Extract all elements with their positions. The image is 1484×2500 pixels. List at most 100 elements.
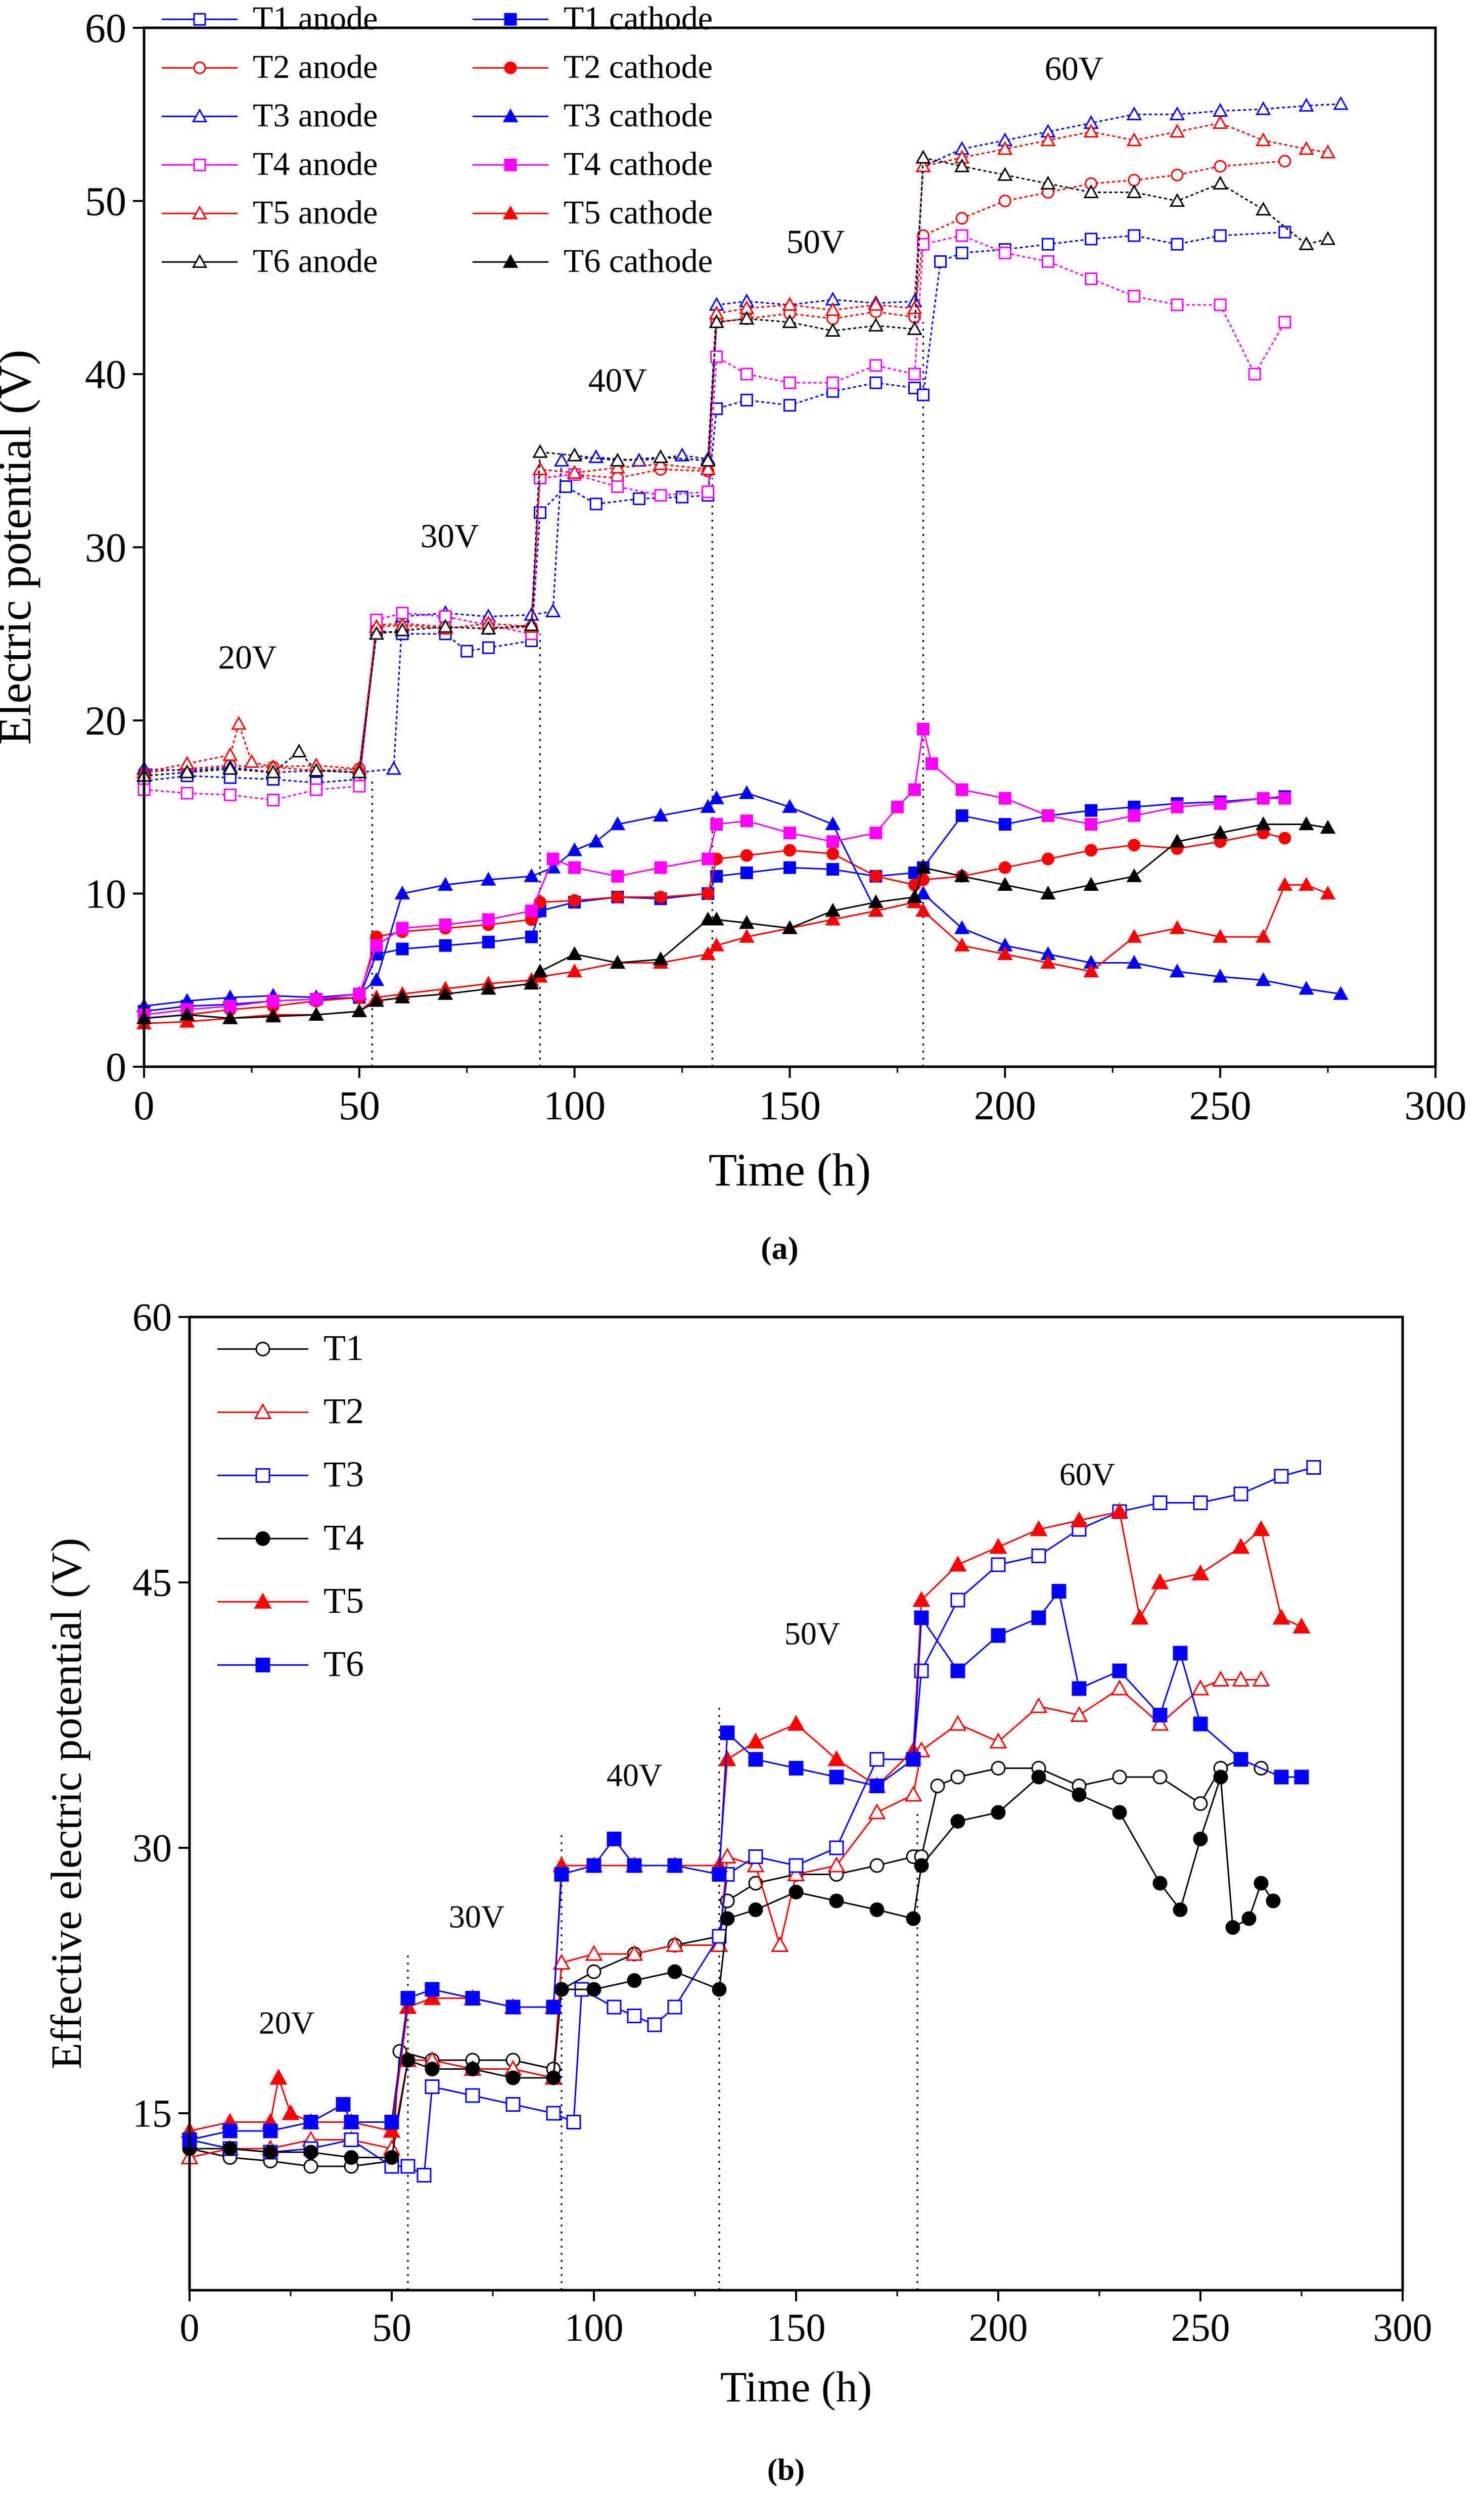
data-point bbox=[955, 229, 968, 242]
data-point bbox=[1266, 1893, 1281, 1908]
voltage-annotation: 30V bbox=[449, 1899, 504, 1935]
series-line-t4 bbox=[190, 1776, 1274, 2158]
data-point bbox=[1110, 1502, 1129, 1519]
data-point bbox=[771, 1936, 789, 1952]
panel-a: 0 50 100 150 200 250 300 0 10 20 30 40 50 60 Time (h) E… bbox=[0, 0, 1467, 1266]
data-point bbox=[906, 1752, 921, 1767]
data-point bbox=[1085, 844, 1098, 857]
data-point bbox=[1030, 1697, 1048, 1713]
data-point bbox=[782, 297, 798, 311]
data-point bbox=[955, 809, 968, 822]
data-point bbox=[914, 1610, 929, 1625]
y-tick-label: 10 bbox=[85, 871, 126, 917]
data-point bbox=[1333, 986, 1349, 1000]
data-point bbox=[1294, 1769, 1309, 1785]
legend-label: T5 bbox=[323, 1580, 364, 1621]
data-point bbox=[891, 800, 904, 813]
data-point bbox=[1128, 809, 1141, 822]
data-point bbox=[954, 920, 970, 934]
data-point bbox=[465, 2088, 480, 2103]
data-point bbox=[610, 460, 626, 474]
data-point bbox=[925, 757, 939, 770]
data-point bbox=[1031, 1610, 1046, 1625]
data-point bbox=[303, 2115, 318, 2129]
data-point bbox=[654, 489, 667, 502]
data-point bbox=[709, 790, 724, 804]
data-point bbox=[344, 2132, 359, 2147]
data-point bbox=[344, 2115, 359, 2129]
data-point bbox=[308, 1007, 324, 1021]
data-point bbox=[368, 993, 385, 1007]
data-point bbox=[532, 963, 548, 978]
data-point bbox=[783, 399, 796, 412]
legend-label: T1 bbox=[323, 1328, 364, 1368]
data-point bbox=[783, 827, 796, 840]
data-point bbox=[917, 722, 930, 736]
data-point bbox=[505, 2097, 521, 2112]
data-point bbox=[1171, 800, 1184, 813]
data-point bbox=[917, 238, 930, 251]
data-point bbox=[868, 903, 884, 917]
data-point bbox=[653, 456, 669, 470]
data-point bbox=[586, 1982, 601, 1997]
data-point bbox=[718, 1847, 736, 1863]
x-tick-label: 150 bbox=[759, 1082, 821, 1128]
data-point bbox=[223, 788, 237, 801]
data-point bbox=[998, 195, 1011, 207]
data-point bbox=[1272, 1608, 1290, 1625]
voltage-annotation: 40V bbox=[588, 361, 647, 399]
data-point bbox=[1232, 1537, 1250, 1554]
data-point bbox=[997, 877, 1013, 891]
legend-marker bbox=[192, 108, 208, 122]
data-point bbox=[282, 2104, 300, 2120]
data-point bbox=[1171, 298, 1184, 311]
data-point bbox=[907, 889, 922, 903]
x-tick-label: 250 bbox=[1189, 1082, 1251, 1128]
data-point bbox=[1214, 797, 1227, 810]
data-point bbox=[709, 912, 724, 926]
data-point bbox=[904, 1785, 922, 1802]
data-point bbox=[303, 2145, 318, 2160]
data-point bbox=[912, 1590, 931, 1607]
data-point bbox=[709, 937, 724, 951]
data-point bbox=[826, 863, 840, 876]
data-point bbox=[505, 2070, 521, 2085]
data-point bbox=[1214, 229, 1227, 242]
data-point bbox=[1256, 132, 1271, 147]
data-point bbox=[868, 894, 884, 908]
data-point bbox=[1212, 969, 1228, 983]
data-point bbox=[654, 861, 667, 874]
data-point bbox=[222, 2123, 238, 2139]
data-point bbox=[567, 842, 582, 856]
data-point bbox=[825, 912, 841, 926]
legend-marker bbox=[504, 158, 517, 171]
data-point bbox=[437, 619, 453, 633]
legend-marker bbox=[502, 108, 519, 122]
data-point bbox=[950, 1593, 965, 1608]
legend-marker bbox=[193, 158, 206, 171]
data-point bbox=[1152, 1876, 1168, 1891]
data-point bbox=[955, 212, 968, 225]
data-point bbox=[384, 2150, 399, 2165]
legend-label: T2 anode bbox=[253, 49, 378, 85]
data-point bbox=[589, 497, 602, 511]
data-point bbox=[532, 461, 548, 475]
data-point bbox=[915, 859, 931, 874]
panel-label: (b) bbox=[767, 2453, 805, 2487]
data-point bbox=[1110, 1679, 1129, 1696]
data-point bbox=[384, 2115, 399, 2129]
data-point bbox=[1171, 238, 1184, 251]
data-point bbox=[180, 787, 194, 800]
data-point bbox=[718, 1750, 736, 1766]
x-tick-label: 50 bbox=[372, 2305, 411, 2349]
data-point bbox=[1233, 1486, 1248, 1502]
series-line-t1-anode bbox=[144, 231, 1285, 784]
legend-marker bbox=[504, 13, 517, 26]
data-point bbox=[1191, 1564, 1210, 1580]
voltage-annotation: 40V bbox=[607, 1757, 662, 1793]
data-point bbox=[868, 317, 884, 332]
data-point bbox=[632, 492, 645, 506]
data-point bbox=[525, 930, 538, 943]
legend-marker bbox=[255, 1468, 270, 1483]
data-point bbox=[949, 1555, 967, 1572]
